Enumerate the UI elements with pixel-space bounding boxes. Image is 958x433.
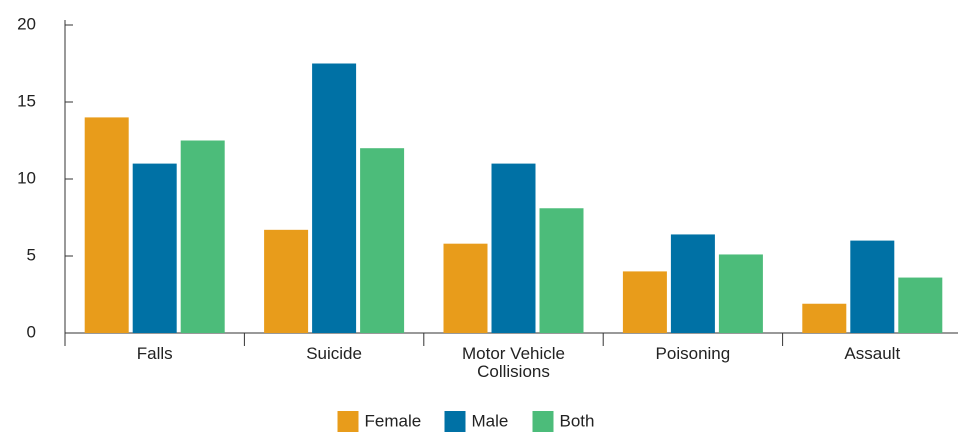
- y-tick-label: 0: [27, 322, 36, 341]
- y-tick-label: 5: [27, 245, 36, 264]
- x-tick-label: Assault: [844, 344, 901, 363]
- bar: [802, 303, 847, 333]
- x-tick-label: Suicide: [306, 344, 362, 363]
- y-tick-label: 15: [17, 91, 36, 110]
- bar: [670, 234, 715, 333]
- bar: [850, 240, 895, 333]
- bar: [180, 140, 225, 333]
- bar: [360, 148, 405, 333]
- y-tick-label: 20: [17, 14, 36, 33]
- bar: [622, 271, 667, 333]
- bar: [443, 243, 488, 333]
- legend-swatch: [532, 411, 554, 432]
- legend-label: Male: [472, 411, 509, 430]
- x-tick-label: Motor Vehicle Collisions: [462, 344, 565, 381]
- bar: [132, 163, 177, 333]
- legend-swatch: [337, 411, 359, 432]
- bar: [539, 208, 584, 333]
- y-tick-label: 10: [17, 168, 36, 187]
- x-tick-label: Falls: [136, 344, 173, 363]
- bar: [898, 277, 943, 333]
- x-tick-label: Poisoning: [655, 344, 731, 363]
- bar: [718, 254, 763, 333]
- bar: [264, 229, 309, 333]
- legend-swatch: [444, 411, 466, 432]
- legend-label: Both: [560, 411, 595, 430]
- bar: [84, 117, 129, 334]
- legend-label: Female: [365, 411, 422, 430]
- bar: [491, 163, 536, 333]
- bar: [312, 63, 357, 333]
